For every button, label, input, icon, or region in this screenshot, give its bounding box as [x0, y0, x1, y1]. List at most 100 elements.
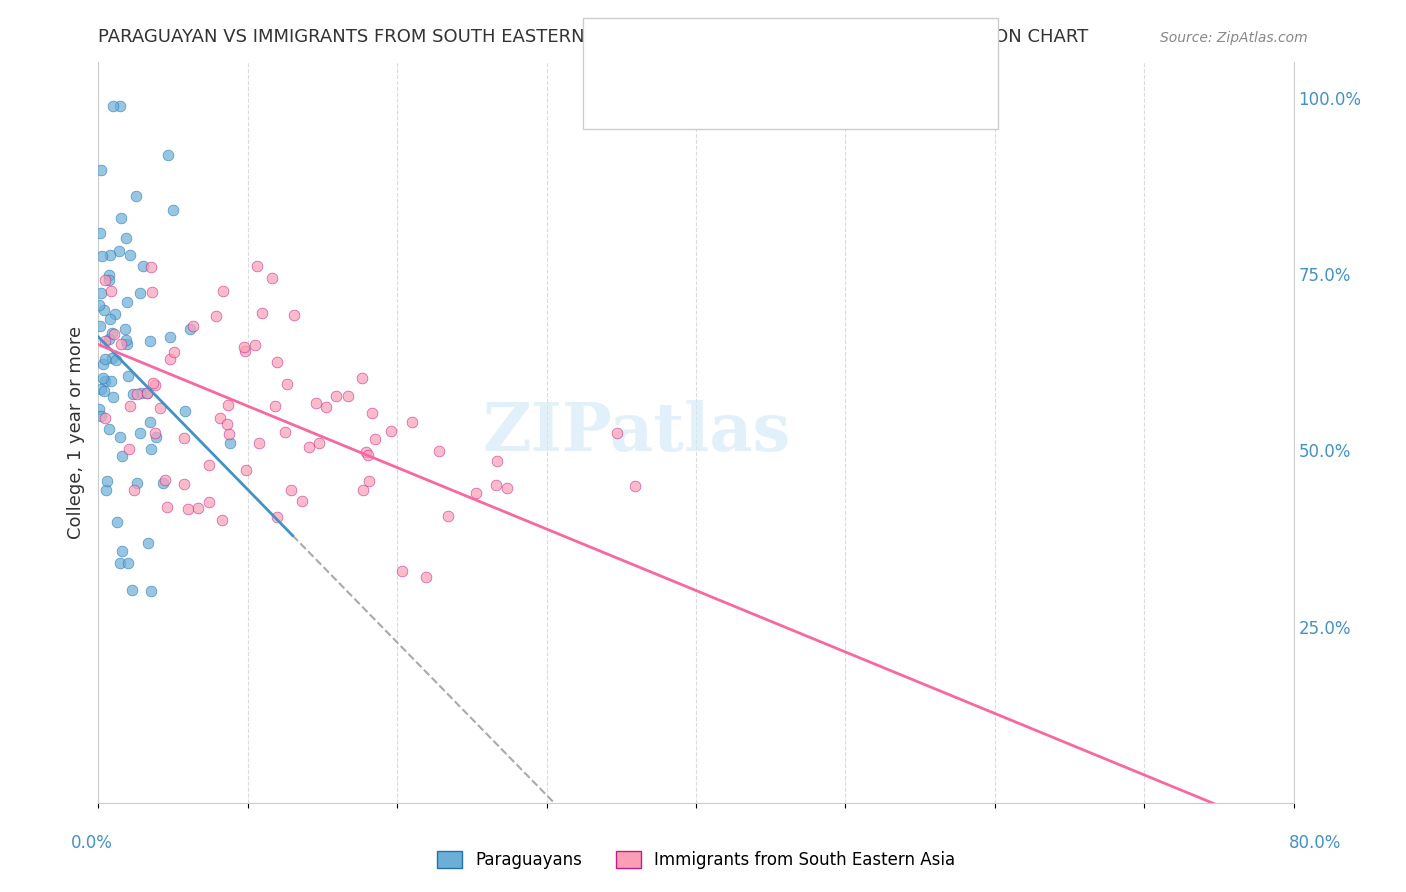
- Point: [156, 500, 179, 515]
- Point: [104, 352, 127, 367]
- Point: [115, 337, 138, 351]
- Point: [145, 377, 167, 392]
- Point: [94, 351, 117, 366]
- Point: [243, 338, 266, 352]
- Point: [129, 386, 152, 401]
- Point: [173, 476, 195, 491]
- Point: [173, 431, 195, 445]
- Point: [212, 284, 235, 298]
- Text: 0.0%: 0.0%: [70, 834, 112, 852]
- Point: [98, 312, 121, 326]
- Point: [129, 285, 152, 300]
- Text: 76: 76: [886, 91, 910, 110]
- Point: [391, 564, 413, 578]
- Point: [357, 448, 380, 462]
- Text: ZIPatlas: ZIPatlas: [482, 401, 790, 465]
- Point: [235, 463, 257, 477]
- Point: [233, 343, 256, 358]
- Point: [361, 406, 384, 420]
- Point: [108, 244, 131, 258]
- Point: [91, 370, 114, 384]
- Point: [100, 284, 122, 298]
- Point: [496, 481, 519, 495]
- Text: N =: N =: [824, 37, 860, 56]
- Point: [139, 442, 162, 457]
- Point: [401, 415, 423, 429]
- Text: -0.245: -0.245: [720, 37, 780, 56]
- Point: [352, 483, 374, 497]
- Point: [90, 285, 112, 300]
- Point: [208, 410, 231, 425]
- Point: [98, 247, 121, 261]
- Point: [315, 400, 337, 414]
- Point: [198, 495, 221, 509]
- Point: [125, 386, 148, 401]
- Point: [325, 389, 347, 403]
- Point: [415, 570, 437, 584]
- Point: [179, 322, 201, 336]
- Point: [197, 458, 219, 472]
- Point: [217, 399, 239, 413]
- Point: [276, 377, 298, 392]
- Point: [94, 483, 117, 498]
- Point: [93, 384, 115, 398]
- Point: [90, 409, 112, 423]
- Y-axis label: College, 1 year or more: College, 1 year or more: [66, 326, 84, 539]
- Point: [121, 582, 143, 597]
- Text: 68: 68: [886, 37, 910, 56]
- Point: [163, 345, 186, 359]
- Point: [149, 401, 172, 416]
- Point: [173, 403, 195, 417]
- Point: [115, 333, 138, 347]
- Text: N =: N =: [824, 91, 860, 110]
- Point: [283, 308, 305, 322]
- Point: [308, 435, 330, 450]
- Point: [354, 445, 377, 459]
- Point: [97, 422, 120, 436]
- Point: [262, 271, 284, 285]
- Point: [266, 510, 288, 524]
- Point: [115, 295, 138, 310]
- Point: [114, 231, 136, 245]
- Point: [218, 426, 240, 441]
- Text: R =: R =: [654, 91, 690, 110]
- Point: [139, 260, 162, 274]
- Point: [352, 371, 374, 385]
- Point: [142, 376, 165, 390]
- Point: [122, 483, 145, 497]
- Point: [141, 285, 163, 299]
- Point: [159, 352, 181, 367]
- Point: [96, 474, 118, 488]
- Bar: [592, 29, 637, 65]
- Point: [91, 358, 114, 372]
- Point: [118, 400, 141, 414]
- Point: [280, 483, 302, 497]
- Point: [250, 306, 273, 320]
- Point: [298, 440, 321, 454]
- Point: [101, 390, 124, 404]
- Point: [181, 319, 204, 334]
- Point: [427, 444, 450, 458]
- Point: [94, 374, 117, 388]
- Point: [128, 426, 150, 441]
- Point: [162, 202, 184, 217]
- Point: [103, 98, 125, 112]
- Point: [118, 248, 141, 262]
- Point: [246, 260, 269, 274]
- Point: [122, 387, 145, 401]
- Point: [138, 334, 160, 348]
- Point: [111, 544, 134, 558]
- Point: [90, 382, 112, 396]
- Point: [105, 515, 128, 529]
- Point: [100, 374, 122, 388]
- Point: [205, 309, 228, 323]
- Point: [91, 249, 114, 263]
- Point: [110, 211, 132, 226]
- Point: [145, 430, 167, 444]
- Point: [108, 557, 131, 571]
- Point: [264, 399, 287, 413]
- Point: [159, 330, 181, 344]
- Point: [465, 485, 488, 500]
- Point: [291, 494, 314, 508]
- Point: [305, 396, 328, 410]
